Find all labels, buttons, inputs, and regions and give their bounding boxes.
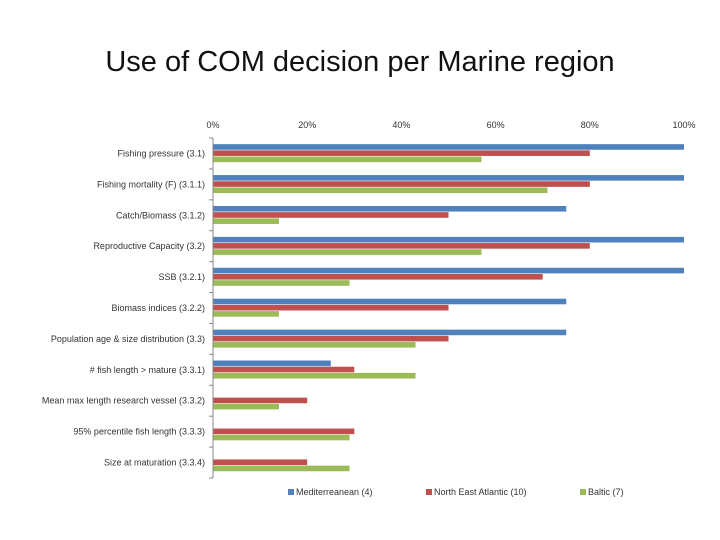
category-label: 95% percentile fish length (3.3.3) <box>73 427 205 437</box>
bar <box>213 249 482 255</box>
legend-swatch <box>580 489 586 495</box>
bar <box>213 372 416 379</box>
x-tick-label: 60% <box>487 120 505 130</box>
bar <box>213 212 449 218</box>
bar <box>213 342 416 348</box>
legend-swatch <box>426 489 432 495</box>
bar <box>213 465 350 472</box>
x-tick-label: 80% <box>581 120 599 130</box>
category-label: Fishing pressure (3.1) <box>117 148 205 158</box>
bar <box>213 205 567 212</box>
bar <box>213 218 279 224</box>
category-label: Reproductive Capacity (3.2) <box>93 241 205 251</box>
legend-label: North East Atlantic (10) <box>434 487 527 497</box>
bar <box>213 304 449 311</box>
category-label: Size at maturation (3.3.4) <box>104 458 205 468</box>
bar <box>213 187 548 194</box>
category-label: SSB (3.2.1) <box>158 272 205 282</box>
bar <box>213 175 684 181</box>
category-label: Population age & size distribution (3.3) <box>51 334 205 344</box>
bar <box>213 459 308 466</box>
legend-swatch <box>288 489 294 495</box>
x-tick-label: 20% <box>298 120 316 130</box>
bar <box>213 156 482 163</box>
category-label: # fish length > mature (3.3.1) <box>90 365 205 375</box>
x-tick-label: 0% <box>206 120 219 130</box>
bar <box>213 298 567 305</box>
bar <box>213 360 331 367</box>
x-tick-label: 100% <box>672 120 695 130</box>
bar <box>213 243 590 249</box>
bar <box>213 150 590 156</box>
bar <box>213 280 350 286</box>
bar <box>213 267 684 274</box>
category-label: Fishing mortality (F) (3.1.1) <box>97 179 205 189</box>
legend-label: Baltic (7) <box>588 487 624 497</box>
chart-title: Use of COM decision per Marine region <box>105 46 615 78</box>
category-label: Mean max length research vessel (3.3.2) <box>42 396 205 406</box>
category-label: Catch/Biomass (3.1.2) <box>116 210 205 220</box>
bar <box>213 335 449 342</box>
bar <box>213 181 590 187</box>
legend-label: Mediterreanean (4) <box>296 487 373 497</box>
bar <box>213 273 543 280</box>
bar <box>213 397 308 404</box>
bar <box>213 428 355 435</box>
bar <box>213 311 279 317</box>
bar <box>213 236 684 243</box>
category-label: Biomass indices (3.2.2) <box>111 303 205 313</box>
bar <box>213 366 355 373</box>
x-tick-label: 40% <box>392 120 410 130</box>
bar <box>213 329 567 336</box>
bar <box>213 403 279 410</box>
bar <box>213 434 350 441</box>
bar <box>213 144 684 150</box>
